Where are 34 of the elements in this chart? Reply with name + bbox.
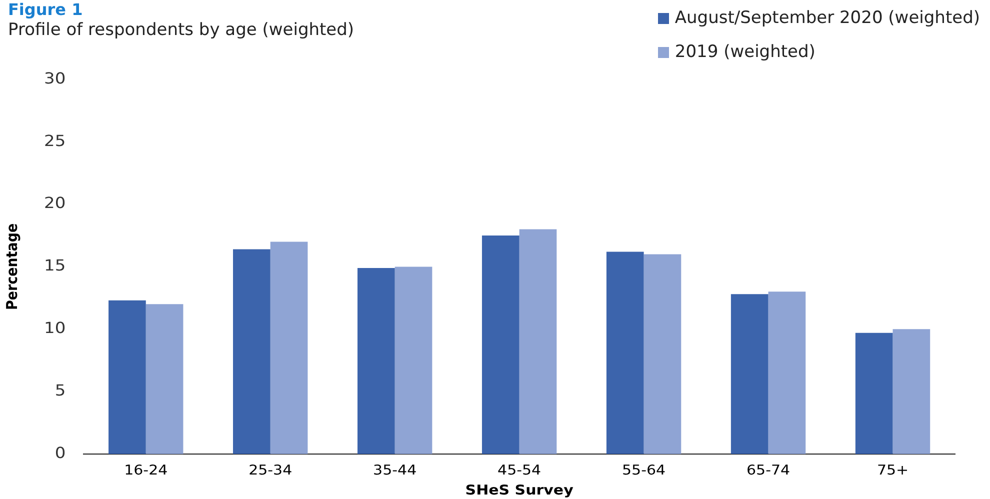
bar xyxy=(644,254,682,454)
y-tick-label: 15 xyxy=(44,256,66,274)
y-tick-label: 0 xyxy=(54,444,66,462)
bar xyxy=(892,329,930,454)
x-tick-label: 16-24 xyxy=(124,463,168,478)
x-tick-label: 25-34 xyxy=(248,463,292,478)
x-tick-label: 55-64 xyxy=(622,463,666,478)
x-axis-title: SHeS Survey xyxy=(465,483,574,498)
y-tick-label: 25 xyxy=(44,132,66,150)
y-tick-label: 20 xyxy=(44,194,66,212)
y-tick-label: 30 xyxy=(44,69,66,88)
x-tick-label: 65-74 xyxy=(746,463,790,478)
bar xyxy=(855,332,893,454)
bar xyxy=(730,294,768,454)
chart-title: Figure 1 xyxy=(8,0,83,19)
bar xyxy=(768,292,806,454)
bar xyxy=(394,266,432,454)
legend-label: 2019 (weighted) xyxy=(674,42,816,62)
bar xyxy=(146,304,184,454)
legend-label: August/September 2020 (weighted) xyxy=(674,8,980,28)
bar xyxy=(482,235,520,454)
bar xyxy=(357,268,395,454)
y-tick-label: 5 xyxy=(54,381,66,400)
x-tick-label: 45-54 xyxy=(498,463,542,478)
x-tick-label: 35-44 xyxy=(373,463,417,478)
bar xyxy=(606,252,644,454)
bar xyxy=(108,300,146,454)
bar xyxy=(233,249,270,454)
x-tick-label: 75+ xyxy=(876,463,909,478)
bar xyxy=(519,229,557,454)
y-axis-title: Percentage xyxy=(4,223,22,310)
y-tick-label: 10 xyxy=(44,318,66,337)
bar xyxy=(270,242,308,454)
chart-subtitle: Profile of respondents by age (weighted) xyxy=(8,20,354,40)
